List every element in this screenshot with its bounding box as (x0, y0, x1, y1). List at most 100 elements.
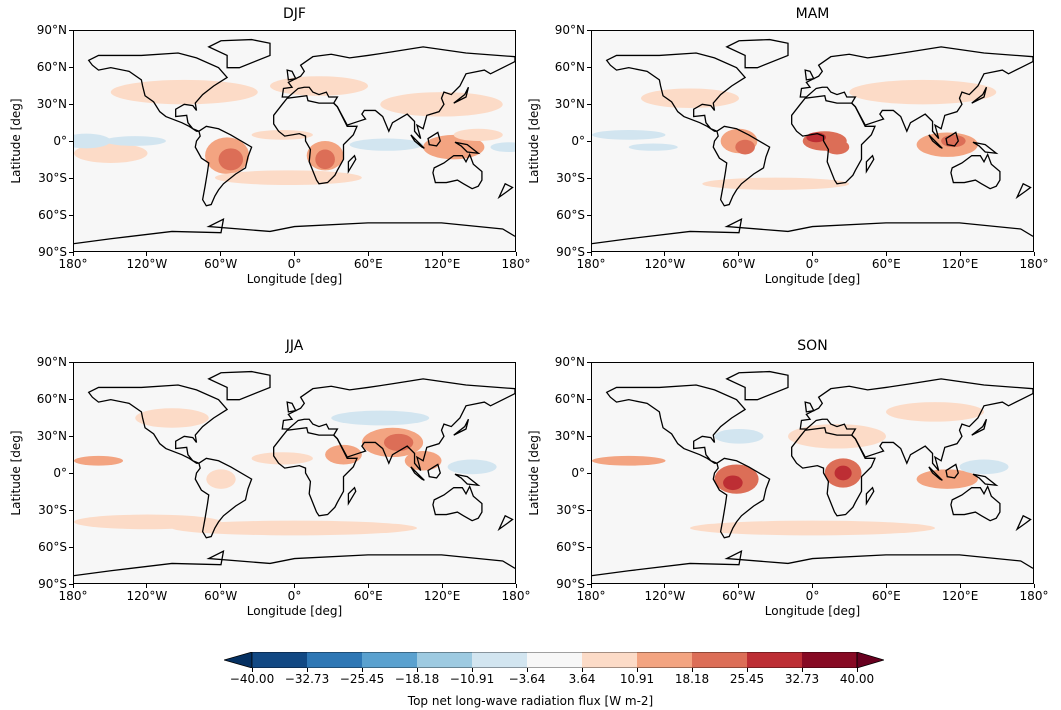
colorbar-tick-label: −10.91 (449, 672, 495, 686)
x-tick-mark (294, 584, 295, 588)
contour-region (453, 128, 503, 141)
coastline (792, 96, 875, 184)
x-tick-mark (72, 252, 74, 256)
contour-region (628, 143, 678, 151)
y-tick-label: 60°N (36, 392, 67, 406)
colorbar-tick-mark (691, 668, 693, 672)
x-tick-mark (812, 584, 813, 588)
y-tick-mark (69, 140, 73, 142)
contour-region (592, 455, 666, 466)
contour-region (349, 138, 424, 151)
coastline (1017, 516, 1030, 529)
coastline (455, 474, 478, 485)
coastline (282, 379, 515, 471)
y-tick-label: 60°S (38, 208, 67, 222)
coastline (274, 96, 357, 184)
y-tick-mark (587, 103, 591, 105)
x-tick-label: 120°E (423, 589, 461, 603)
contour-region (74, 514, 221, 530)
y-tick-label: 60°N (554, 392, 585, 406)
contour-region (723, 475, 743, 491)
x-tick-label: 180° (576, 257, 606, 271)
y-tick-label: 60°S (556, 208, 585, 222)
y-tick-label: 0° (53, 134, 67, 148)
coastline (209, 40, 270, 68)
coastline (972, 419, 987, 435)
colorbar-segment (582, 652, 638, 668)
coastline (866, 488, 873, 504)
y-tick-label: 90°N (36, 23, 67, 37)
contour-region (916, 469, 978, 489)
x-tick-mark (220, 584, 222, 588)
coastline (727, 372, 788, 400)
x-tick-label: 180° (501, 257, 531, 271)
coastline (946, 464, 958, 477)
coastline (607, 385, 745, 463)
colorbar-segment (747, 652, 803, 668)
coastline (499, 516, 512, 529)
contour-region (423, 134, 485, 160)
x-axis-label: Longitude [deg] (246, 604, 343, 618)
coastline (433, 154, 482, 188)
map-panel (73, 30, 516, 252)
contour-region (690, 520, 935, 536)
coastline (792, 428, 875, 516)
y-tick-label: 30°N (554, 429, 585, 443)
coastline (428, 132, 440, 145)
y-tick-mark (69, 398, 73, 400)
coastline (428, 464, 440, 477)
x-tick-mark (959, 584, 961, 588)
y-tick-mark (69, 66, 73, 68)
coastline (89, 385, 227, 463)
x-tick-label: 60°W (722, 257, 756, 271)
x-tick-mark (959, 252, 961, 256)
y-axis-label: Latitude [deg] (9, 430, 23, 516)
y-tick-label: 90°N (554, 23, 585, 37)
x-tick-label: 0° (805, 589, 820, 603)
coastline (951, 154, 1000, 188)
coastline (607, 53, 745, 131)
y-tick-label: 30°N (36, 97, 67, 111)
colorbar-tick-mark (636, 668, 638, 672)
y-tick-label: 30°S (38, 503, 67, 517)
colorbar-tick-label: 32.73 (784, 672, 820, 686)
map-panel (591, 30, 1034, 252)
coastline (1017, 184, 1030, 197)
x-tick-mark (738, 252, 740, 256)
y-tick-label: 90°S (556, 577, 585, 591)
x-tick-label: 60°E (871, 257, 901, 271)
x-tick-mark (885, 252, 887, 256)
colorbar-tick-label: −40.00 (229, 672, 275, 686)
x-tick-mark (664, 584, 666, 588)
contour-region (331, 410, 430, 426)
colorbar-label: Top net long-wave radiation flux [W m-2] (407, 694, 654, 708)
x-tick-mark (146, 252, 148, 256)
x-tick-mark (441, 584, 443, 588)
y-tick-mark (587, 472, 591, 474)
y-tick-label: 60°S (38, 540, 67, 554)
x-tick-label: 120°W (644, 257, 686, 271)
coastline (348, 156, 355, 172)
y-tick-label: 30°S (38, 171, 67, 185)
y-axis-label: Latitude [deg] (9, 98, 23, 184)
x-tick-label: 60°E (353, 589, 383, 603)
coastline (455, 142, 478, 153)
contour-region (214, 170, 362, 185)
y-tick-label: 90°S (38, 245, 67, 259)
colorbar-tick-mark (746, 668, 748, 672)
colorbar-segment (307, 652, 363, 668)
y-tick-mark (587, 435, 591, 437)
colorbar-tick-mark (526, 668, 528, 672)
y-tick-mark (587, 583, 591, 585)
x-tick-label: 0° (287, 589, 302, 603)
x-tick-mark (367, 252, 369, 256)
colorbar-segment (527, 652, 583, 668)
colorbar-segment (362, 652, 418, 668)
y-tick-mark (587, 361, 591, 363)
coastline (287, 70, 296, 80)
y-tick-mark (587, 140, 591, 142)
contour-region (834, 465, 852, 481)
x-tick-label: 0° (805, 257, 820, 271)
coastline (282, 47, 515, 139)
